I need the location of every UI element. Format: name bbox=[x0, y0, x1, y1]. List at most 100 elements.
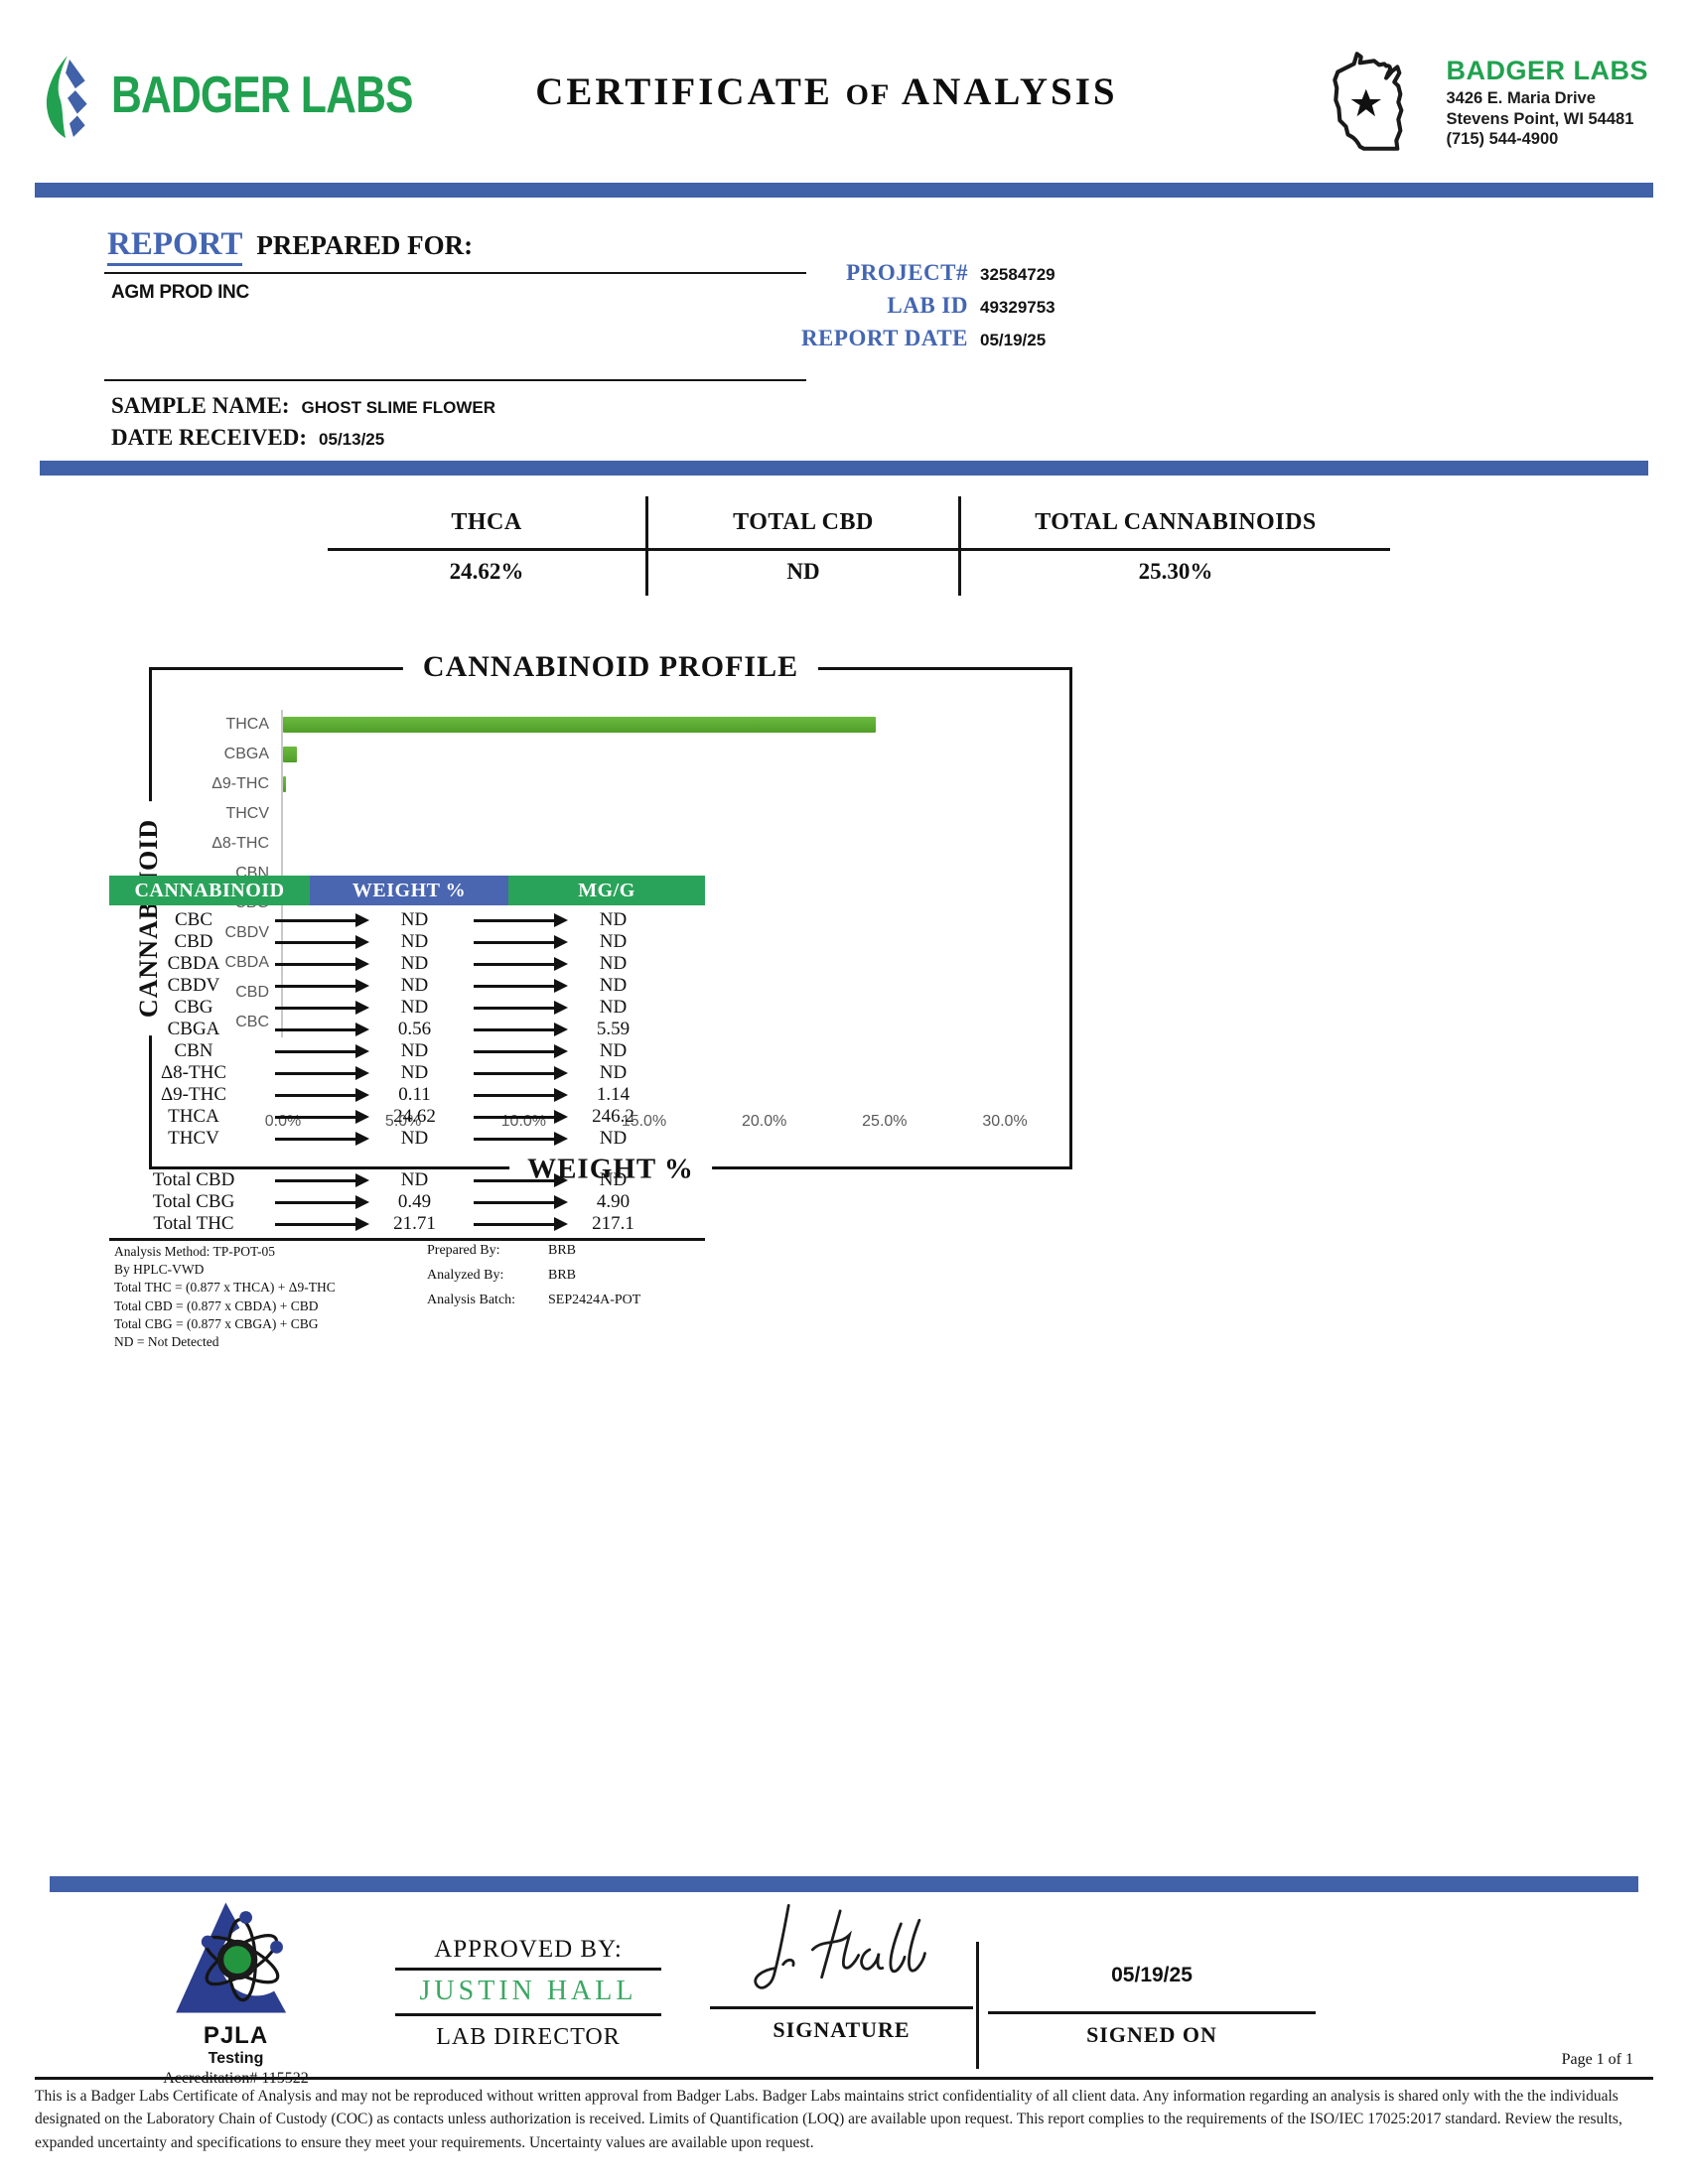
chart-category-label: CBDA bbox=[224, 954, 269, 971]
approver-name: JUSTIN HALL bbox=[395, 1971, 661, 2016]
signature-line bbox=[710, 2006, 973, 2009]
analyst-notes: Prepared By: BRB Analyzed By: BRB Analys… bbox=[427, 1243, 640, 1351]
report-field-row: REPORT DATE 05/19/25 bbox=[596, 326, 1152, 351]
accreditation-org: PJLA bbox=[203, 2022, 269, 2049]
method-note-line: Total CBG = (0.877 x CBGA) + CBG bbox=[114, 1315, 319, 1331]
summary-total-cannabinoids-value: 25.30% bbox=[1138, 559, 1213, 584]
chart-bar-track bbox=[281, 978, 1005, 1008]
analyst-note-row: Analyzed By: BRB bbox=[427, 1268, 640, 1284]
table-header-cell: MG/G bbox=[508, 876, 705, 905]
lab-name: BADGER LABS bbox=[1446, 56, 1648, 86]
analyst-note-label: Prepared By: bbox=[427, 1243, 500, 1258]
arrow-icon bbox=[274, 1000, 369, 1015]
summary-thca-value: 24.62% bbox=[449, 559, 524, 584]
report-field-value: 49329753 bbox=[980, 298, 1055, 317]
brand-header: BADGER LABS bbox=[38, 52, 479, 139]
chart-bar-track bbox=[281, 769, 1005, 799]
chart-bar-track bbox=[281, 740, 1005, 769]
mg-per-g-value: 1.14 bbox=[596, 1084, 631, 1105]
chart-bar bbox=[283, 717, 876, 733]
lab-address-line2: Stevens Point, WI 54481 bbox=[1446, 109, 1634, 128]
chart-bar-track bbox=[281, 710, 1005, 740]
table-row: Total CBD ND ND bbox=[109, 1169, 705, 1191]
mg-per-g-value: ND bbox=[599, 1128, 628, 1149]
cannabinoid-name: CBDA bbox=[167, 953, 220, 974]
arrow-icon bbox=[274, 1172, 369, 1187]
arrow-icon bbox=[274, 1087, 369, 1102]
weight-percent-value: 0.56 bbox=[397, 1019, 432, 1039]
analyst-note-label: Analyzed By: bbox=[427, 1268, 504, 1283]
mg-per-g-value: ND bbox=[599, 931, 628, 952]
chart-bar-row: CBC bbox=[166, 1008, 1005, 1037]
mg-per-g-value: ND bbox=[599, 1040, 628, 1061]
arrow-icon bbox=[274, 912, 369, 927]
pjla-logo-icon bbox=[175, 1902, 293, 2013]
table-header-cell: WEIGHT % bbox=[310, 876, 508, 905]
lab-phone: (715) 544-4900 bbox=[1446, 130, 1559, 149]
chart-category-label: Δ8-THC bbox=[211, 835, 269, 852]
table-row: CBDV ND ND bbox=[109, 975, 705, 997]
date-received-value: 05/13/25 bbox=[319, 430, 385, 449]
chart-x-axis-label: WEIGHT % bbox=[509, 1153, 712, 1186]
chart-bar-row: THCA bbox=[166, 710, 1005, 740]
summary-total-cbd-value: ND bbox=[786, 559, 820, 584]
mg-per-g-value: ND bbox=[599, 1169, 628, 1190]
chart-bar-row: Δ8-THC bbox=[166, 829, 1005, 859]
table-row: THCV ND ND bbox=[109, 1128, 705, 1150]
chart-bar bbox=[283, 776, 286, 792]
table-row: CBD ND ND bbox=[109, 931, 705, 953]
chart-category-label: CBGA bbox=[223, 746, 269, 762]
signed-date: 05/19/25 bbox=[1111, 1964, 1193, 1986]
arrow-icon bbox=[274, 978, 369, 993]
report-prepared-for-heading: REPORT PREPARED FOR: bbox=[107, 226, 473, 266]
table-row: Total THC 21.71 217.1 bbox=[109, 1213, 705, 1235]
arrow-icon bbox=[473, 1000, 568, 1015]
brand-wordmark: BADGER LABS bbox=[111, 67, 414, 124]
mg-per-g-value: ND bbox=[599, 975, 628, 996]
chart-tick-label: 25.0% bbox=[862, 1113, 908, 1130]
table-row: CBN ND ND bbox=[109, 1040, 705, 1062]
table-row: Δ8-THC ND ND bbox=[109, 1062, 705, 1084]
cannabinoid-name: CBDV bbox=[167, 975, 220, 996]
weight-percent-value: ND bbox=[400, 1128, 429, 1149]
arrow-icon bbox=[274, 1022, 369, 1036]
cannabinoid-name: Δ9-THC bbox=[160, 1084, 227, 1105]
cannabinoid-name: CBGA bbox=[167, 1019, 220, 1039]
mg-per-g-value: ND bbox=[599, 909, 628, 930]
mg-per-g-value: ND bbox=[599, 953, 628, 974]
arrow-icon bbox=[473, 1087, 568, 1102]
table-row: THCA 24.62 246.2 bbox=[109, 1106, 705, 1128]
wisconsin-map-icon bbox=[1333, 52, 1404, 151]
cannabinoid-name: Total CBD bbox=[152, 1169, 235, 1190]
chart-bar-row: CBGA bbox=[166, 740, 1005, 769]
arrow-icon bbox=[274, 1065, 369, 1080]
weight-percent-value: ND bbox=[400, 1040, 429, 1061]
results-table: CANNABINOID WEIGHT % MG/G CBC ND ND CBD … bbox=[109, 876, 705, 1241]
table-row: CBDA ND ND bbox=[109, 953, 705, 975]
cannabinoid-name: CBG bbox=[174, 997, 213, 1018]
arrow-icon bbox=[473, 1022, 568, 1036]
method-note-line: ND = Not Detected bbox=[114, 1334, 219, 1350]
weight-percent-value: 21.71 bbox=[393, 1213, 436, 1234]
report-field-value: 05/19/25 bbox=[980, 331, 1047, 349]
report-fields: PROJECT# 32584729 LAB ID 49329753 REPORT… bbox=[596, 260, 1152, 358]
report-field-row: PROJECT# 32584729 bbox=[596, 260, 1152, 286]
report-field-value: 32584729 bbox=[980, 265, 1055, 284]
weight-percent-value: ND bbox=[400, 997, 429, 1018]
cannabinoid-name: Δ8-THC bbox=[160, 1062, 227, 1083]
results-table-header: CANNABINOID WEIGHT % MG/G bbox=[109, 876, 705, 905]
chart-bar-track bbox=[281, 1008, 1005, 1037]
signed-on-line bbox=[988, 2011, 1316, 2014]
weight-percent-value: ND bbox=[400, 931, 429, 952]
signed-on-label: SIGNED ON bbox=[1086, 2022, 1217, 2047]
divider-line bbox=[104, 272, 806, 274]
mg-per-g-value: 5.59 bbox=[596, 1019, 631, 1039]
chart-bar-track bbox=[281, 859, 1005, 888]
arrow-icon bbox=[274, 1194, 369, 1209]
table-row: CBC ND ND bbox=[109, 909, 705, 931]
weight-percent-value: ND bbox=[400, 1062, 429, 1083]
table-row: CBGA 0.56 5.59 bbox=[109, 1019, 705, 1040]
report-field-row: LAB ID 49329753 bbox=[596, 293, 1152, 319]
legal-disclaimer: This is a Badger Labs Certificate of Ana… bbox=[35, 2088, 1622, 2151]
chart-bar-row: THCV bbox=[166, 799, 1005, 829]
